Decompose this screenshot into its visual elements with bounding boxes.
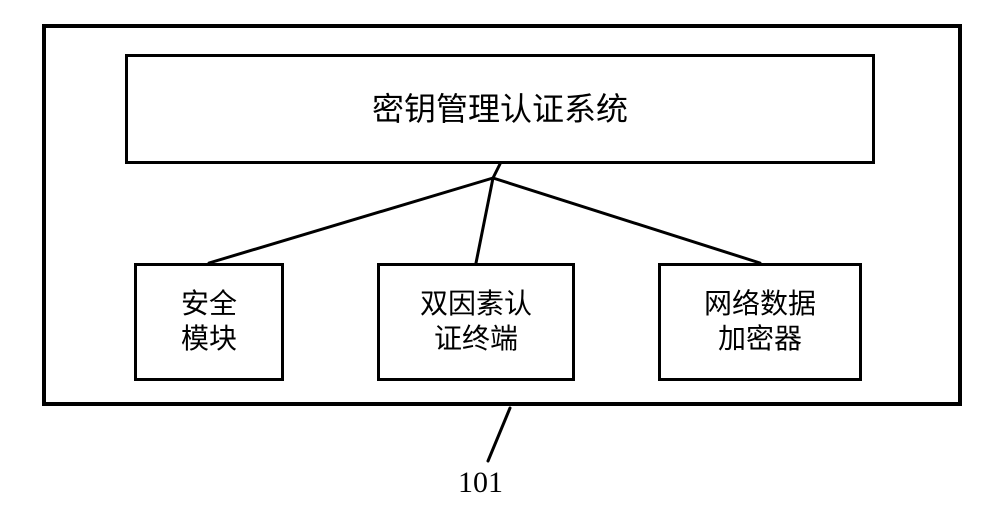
root-node-label: 密钥管理认证系统 <box>372 89 628 129</box>
child-node-security-module: 安全模块 <box>134 263 284 381</box>
root-node-key-management-auth-system: 密钥管理认证系统 <box>125 54 875 164</box>
child-node-label: 网络数据加密器 <box>704 287 816 357</box>
child-node-network-data-encryptor: 网络数据加密器 <box>658 263 862 381</box>
child-node-label: 双因素认证终端 <box>420 287 532 357</box>
child-node-label: 安全模块 <box>181 287 237 357</box>
child-node-two-factor-auth-terminal: 双因素认证终端 <box>377 263 575 381</box>
diagram-stage: 密钥管理认证系统 安全模块 双因素认证终端 网络数据加密器 101 <box>0 0 1000 513</box>
callout-label-101: 101 <box>458 466 503 500</box>
callout-label-text: 101 <box>458 466 503 499</box>
